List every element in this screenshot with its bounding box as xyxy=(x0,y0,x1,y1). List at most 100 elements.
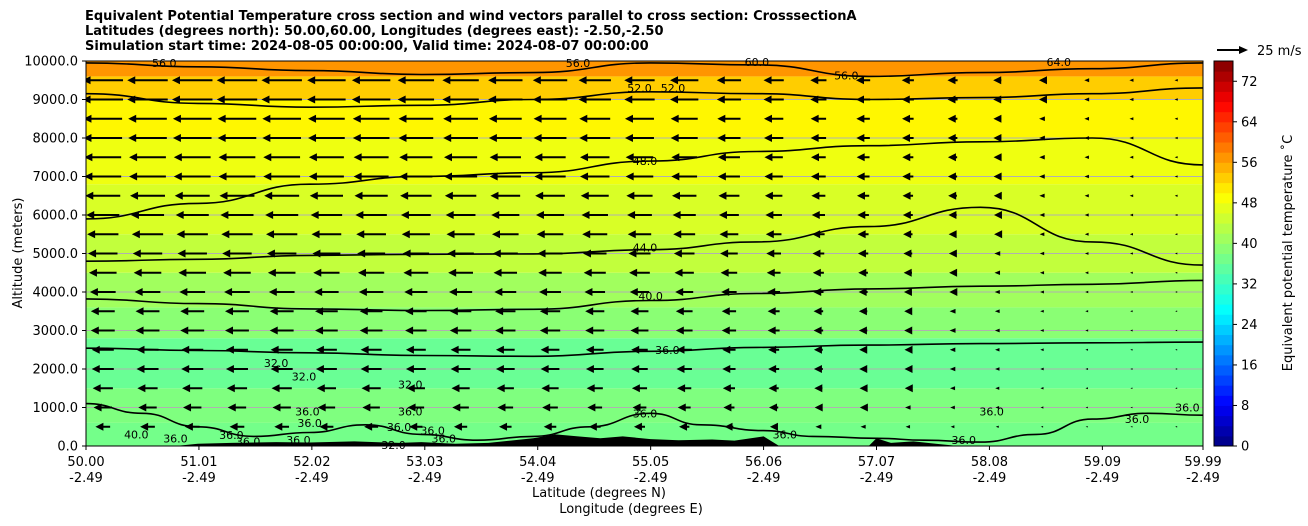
wind-vector-22-6 xyxy=(1085,310,1089,313)
wind-vector-12-5 xyxy=(630,326,649,335)
wind-vector-3-7 xyxy=(224,288,250,296)
wind-vector-16-6 xyxy=(813,307,824,316)
wind-vector-15-18 xyxy=(763,76,784,85)
wind-vector-1-2 xyxy=(137,384,158,393)
colorbar-segment-32 xyxy=(1214,273,1233,285)
wind-vector-19-6 xyxy=(949,308,956,314)
contour-label-4: 52.0 xyxy=(627,82,652,95)
wind-vector-15-16 xyxy=(763,114,784,123)
wind-vector-3-3 xyxy=(225,365,248,373)
wind-vector-23-1 xyxy=(1130,406,1133,409)
wind-vector-15-4 xyxy=(768,345,780,354)
contour-label-31: 32.0 xyxy=(381,439,406,452)
wind-vector-1-6 xyxy=(135,307,160,316)
wind-vector-23-2 xyxy=(1130,387,1133,390)
colorbar-segment-66 xyxy=(1214,101,1233,113)
wind-vector-0-5 xyxy=(90,326,115,335)
wind-vector-4-12 xyxy=(264,191,300,200)
wind-vector-24-0 xyxy=(1175,425,1178,428)
colorbar-segment-54 xyxy=(1214,162,1233,173)
wind-vector-14-1 xyxy=(723,403,735,412)
colorbar-segment-14 xyxy=(1214,364,1233,376)
wind-vector-14-14 xyxy=(717,153,740,162)
contour-label-10: 64.0 xyxy=(1047,56,1072,69)
wind-vector-0-12 xyxy=(86,191,121,200)
wind-vector-0-0 xyxy=(95,422,111,431)
wind-vector-12-15 xyxy=(624,134,654,142)
wind-vector-9-11 xyxy=(491,211,520,219)
wind-vector-5-2 xyxy=(316,384,337,393)
wind-vector-9-8 xyxy=(493,268,518,277)
wind-vector-6-15 xyxy=(352,134,390,142)
wind-vector-4-2 xyxy=(271,384,292,393)
wind-vector-24-9 xyxy=(1174,252,1178,255)
wind-vector-20-0 xyxy=(995,425,999,428)
contour-label-27: 36.0 xyxy=(163,432,188,445)
wind-vector-19-17 xyxy=(947,95,958,104)
colorbar-segment-18 xyxy=(1214,344,1233,356)
colorbar-segment-16 xyxy=(1214,354,1233,366)
wind-vector-18-10 xyxy=(903,230,913,239)
wind-vector-17-13 xyxy=(856,172,870,181)
wind-vector-5-7 xyxy=(314,288,339,296)
wind-vector-0-18 xyxy=(86,76,124,85)
wind-vector-7-6 xyxy=(405,307,427,316)
wind-vector-3-8 xyxy=(223,268,251,277)
wind-vector-4-8 xyxy=(267,268,296,277)
wind-vector-5-4 xyxy=(315,345,337,354)
wind-vector-18-7 xyxy=(903,288,912,296)
wind-vector-9-2 xyxy=(496,384,514,393)
wind-vector-6-17 xyxy=(351,95,391,104)
wind-vector-11-9 xyxy=(582,249,607,258)
wind-vector-19-2 xyxy=(950,386,956,391)
field-band-4 xyxy=(86,272,1203,308)
xtick-label-lon-7: -2.49 xyxy=(860,471,894,486)
wind-vector-5-10 xyxy=(311,230,342,239)
wind-vector-8-15 xyxy=(443,134,478,142)
wind-vector-4-0 xyxy=(274,422,290,431)
wind-vector-9-14 xyxy=(489,153,521,162)
wind-vector-24-7 xyxy=(1175,291,1178,293)
wind-vector-21-16 xyxy=(1039,116,1045,122)
wind-vector-20-3 xyxy=(995,367,1000,371)
contour-52-4 xyxy=(86,87,1203,109)
wind-vector-7-7 xyxy=(404,288,428,296)
wind-key: 25 m/s xyxy=(1217,44,1302,59)
wind-vector-20-4 xyxy=(995,347,1000,352)
wind-vector-5-12 xyxy=(309,191,344,200)
xtick-label-lon-6: -2.49 xyxy=(747,471,781,486)
wind-vector-6-10 xyxy=(356,230,386,239)
wind-vector-0-8 xyxy=(88,268,117,277)
wind-vector-22-15 xyxy=(1084,136,1090,140)
wind-vector-5-17 xyxy=(307,95,346,104)
wind-vector-1-8 xyxy=(133,268,162,277)
colorbar-segment-74 xyxy=(1214,61,1233,72)
wind-vector-21-5 xyxy=(1040,329,1044,332)
xtick-label-lon-5: -2.49 xyxy=(634,471,668,486)
terrain-silhouette xyxy=(86,434,1203,446)
wind-vector-6-13 xyxy=(353,172,389,181)
wind-vector-8-3 xyxy=(450,365,471,373)
wind-vector-18-12 xyxy=(902,191,914,200)
wind-vector-20-11 xyxy=(993,211,1002,219)
wind-vector-1-18 xyxy=(127,76,168,85)
wind-vector-23-5 xyxy=(1130,329,1133,332)
wind-vector-19-3 xyxy=(949,366,956,372)
colorbar-segment-46 xyxy=(1214,202,1233,214)
wind-vector-14-13 xyxy=(717,172,740,181)
wind-vector-8-9 xyxy=(447,249,474,258)
wind-vector-0-7 xyxy=(89,288,116,296)
wind-vector-23-14 xyxy=(1129,155,1134,159)
wind-vector-13-18 xyxy=(670,76,699,85)
ytick-label-4: 4000.0 xyxy=(33,286,79,301)
contour-label-21: 36.0 xyxy=(773,428,798,441)
wind-vector-15-3 xyxy=(768,365,780,373)
colorbar-segment-22 xyxy=(1214,324,1233,336)
wind-vector-6-11 xyxy=(355,211,387,219)
wind-vector-6-6 xyxy=(359,307,383,316)
wind-vector-18-0 xyxy=(905,424,911,429)
wind-vector-16-15 xyxy=(810,134,827,142)
wind-vector-10-7 xyxy=(539,288,561,296)
wind-vector-4-1 xyxy=(272,403,291,412)
wind-vector-20-17 xyxy=(993,95,1002,104)
